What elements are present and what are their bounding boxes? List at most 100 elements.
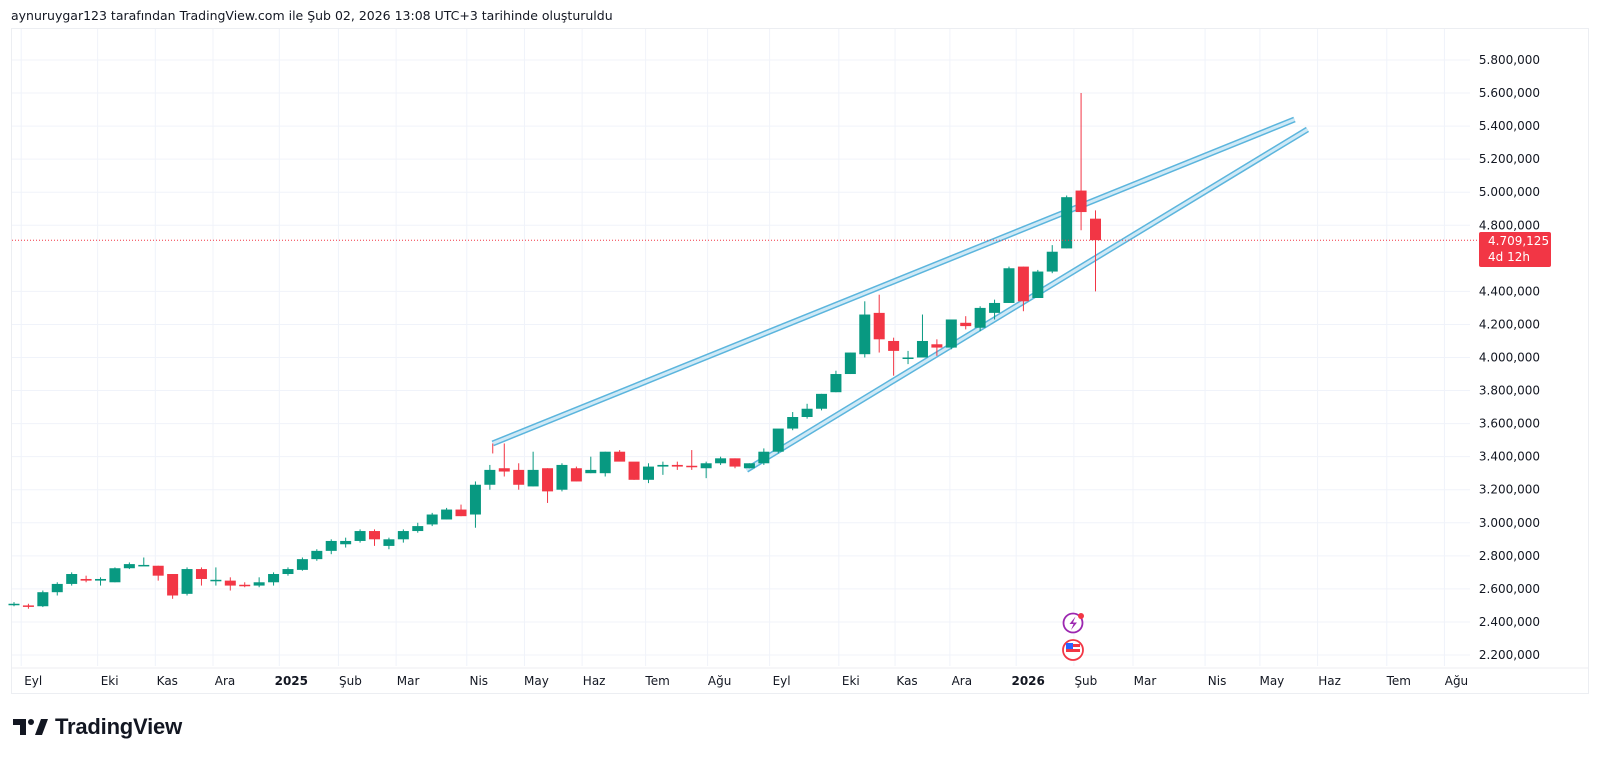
last-price-value: 4.709,125 bbox=[1488, 234, 1549, 248]
candle-body bbox=[657, 464, 669, 467]
chart-frame bbox=[11, 28, 1589, 694]
candle bbox=[888, 337, 900, 376]
tradingview-logo[interactable]: TradingView bbox=[13, 714, 182, 740]
price-tick-label: 3.000,000 bbox=[1479, 516, 1540, 530]
candle bbox=[902, 350, 914, 365]
candle-body bbox=[671, 464, 683, 467]
candle bbox=[152, 565, 164, 581]
tradingview-logo-text: TradingView bbox=[55, 714, 182, 739]
candle bbox=[542, 468, 554, 503]
candle bbox=[527, 451, 539, 487]
candle bbox=[974, 306, 986, 332]
time-tick-label: 2026 bbox=[1011, 674, 1044, 688]
candle-body bbox=[210, 579, 222, 582]
candle bbox=[715, 456, 727, 465]
candle-body bbox=[354, 531, 366, 541]
candle-body bbox=[758, 451, 770, 464]
candle-body bbox=[873, 312, 885, 340]
trendline-fill bbox=[492, 118, 1296, 445]
time-tick-label: Şub bbox=[339, 674, 362, 688]
candle bbox=[109, 567, 121, 583]
candles bbox=[8, 93, 1101, 609]
lightning-event-icon[interactable] bbox=[1062, 612, 1085, 634]
candle bbox=[758, 448, 770, 465]
candle-body bbox=[1046, 251, 1058, 272]
candle-body bbox=[513, 469, 525, 485]
candle-body bbox=[181, 569, 193, 594]
candle-body bbox=[484, 469, 496, 485]
candle-body bbox=[743, 463, 755, 469]
candle-body bbox=[109, 568, 121, 583]
grid-lines bbox=[12, 29, 1470, 666]
candle-body bbox=[989, 302, 1001, 313]
candle bbox=[614, 450, 626, 462]
candle bbox=[787, 412, 799, 431]
candle bbox=[513, 463, 525, 490]
price-tick-label: 3.200,000 bbox=[1479, 483, 1540, 497]
price-tick-label: 5.800,000 bbox=[1479, 53, 1540, 67]
candle-body bbox=[167, 574, 179, 596]
time-tick-label: Eyl bbox=[773, 674, 791, 688]
time-tick-label: Tem bbox=[644, 674, 669, 688]
candle-body bbox=[715, 458, 727, 464]
candle bbox=[123, 562, 135, 570]
time-tick-label: Eki bbox=[101, 674, 119, 688]
candle-body bbox=[224, 580, 236, 586]
price-tick-label: 2.800,000 bbox=[1479, 549, 1540, 563]
candle-body bbox=[527, 469, 539, 487]
trendline-upper[interactable] bbox=[491, 116, 1296, 454]
candle bbox=[268, 572, 280, 586]
time-tick-label: Haz bbox=[583, 674, 606, 688]
price-tick-label: 4.200,000 bbox=[1479, 317, 1540, 331]
candle bbox=[296, 557, 308, 571]
time-tick-label: Kas bbox=[157, 674, 178, 688]
trendlines[interactable] bbox=[491, 116, 1310, 473]
candle-body bbox=[455, 509, 467, 517]
candle-body bbox=[253, 582, 265, 586]
candle bbox=[412, 522, 424, 533]
candle-body bbox=[859, 314, 871, 355]
candle-body bbox=[498, 468, 510, 472]
candle bbox=[801, 403, 813, 419]
candle bbox=[916, 314, 928, 358]
candle bbox=[383, 537, 395, 550]
candle-body bbox=[268, 574, 280, 583]
candle bbox=[671, 461, 683, 470]
candle bbox=[628, 461, 640, 480]
time-axis[interactable]: Eyl Eki Kas Ara 2025 Şub Mar Nis May Haz Tem Ağu Eyl… bbox=[12, 667, 1588, 688]
time-tick-label: Nis bbox=[470, 674, 489, 688]
candle-body bbox=[1075, 190, 1087, 213]
price-tick-label: 5.000,000 bbox=[1479, 185, 1540, 199]
candle bbox=[1017, 266, 1029, 312]
time-tick-label: Eki bbox=[842, 674, 860, 688]
candle bbox=[224, 577, 236, 591]
candle-body bbox=[614, 451, 626, 462]
candle-body bbox=[1017, 266, 1029, 302]
candle bbox=[859, 301, 871, 358]
candle-body bbox=[700, 463, 712, 469]
candle-body bbox=[426, 514, 438, 525]
candle-body bbox=[397, 531, 409, 540]
candle-body bbox=[282, 569, 294, 575]
candle-body bbox=[585, 469, 597, 474]
time-tick-label: Tem bbox=[1386, 674, 1411, 688]
candle-body bbox=[816, 393, 828, 409]
time-tick-label: May bbox=[524, 674, 549, 688]
time-tick-label: Nis bbox=[1208, 674, 1227, 688]
time-tick-label: Eyl bbox=[24, 674, 42, 688]
price-tick-label: 3.800,000 bbox=[1479, 384, 1540, 398]
candle bbox=[325, 539, 337, 555]
candle bbox=[498, 443, 510, 477]
price-axis[interactable]: 5.800,000 5.600,000 5.400,000 5.200,000 5.00… bbox=[1479, 53, 1540, 662]
candle-body bbox=[239, 584, 251, 587]
candle bbox=[282, 567, 294, 576]
candle bbox=[95, 577, 107, 586]
candle-body bbox=[916, 340, 928, 358]
candle-body bbox=[95, 578, 107, 581]
candle bbox=[570, 466, 582, 482]
us-flag-economic-event-icon[interactable] bbox=[1062, 639, 1084, 661]
candle bbox=[455, 504, 467, 517]
candle bbox=[700, 461, 712, 479]
time-tick-label: Mar bbox=[1134, 674, 1157, 688]
